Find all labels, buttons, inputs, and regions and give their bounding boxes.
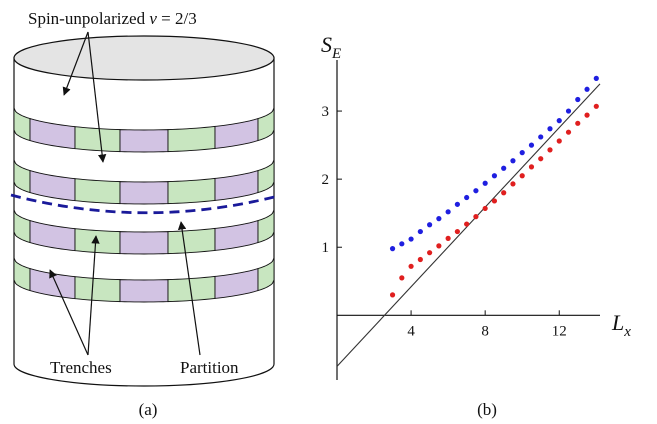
blue-data-point [483, 181, 488, 186]
blue-data-point [418, 229, 423, 234]
trench-segment [120, 182, 168, 204]
x-axis-label: Lx [611, 310, 631, 340]
red-data-point [427, 250, 432, 255]
y-axis-label: SE [321, 32, 341, 62]
blue-data-point [510, 158, 515, 163]
panel-a-label: (a) [139, 400, 158, 419]
red-data-point [557, 138, 562, 143]
x-tick-label: 12 [552, 323, 567, 339]
blue-data-point [584, 87, 589, 92]
red-data-point [446, 236, 451, 241]
blue-data-point [594, 76, 599, 81]
panel-a-cylinder-diagram: Spin-unpolarized ν = 2/3 Trenches Partit… [11, 9, 278, 419]
blue-data-point [473, 188, 478, 193]
blue-data-point [501, 166, 506, 171]
trench-segment [120, 130, 168, 152]
blue-data-point [464, 195, 469, 200]
trench-segment [168, 228, 215, 253]
trench-segment [75, 277, 120, 302]
red-data-point [566, 130, 571, 135]
red-data-point [594, 104, 599, 109]
red-data-point [408, 264, 413, 269]
blue-data-point [399, 241, 404, 246]
red-data-point [399, 275, 404, 280]
blue-data-point [566, 108, 571, 113]
red-data-point [584, 113, 589, 118]
red-data-point [520, 173, 525, 178]
y-tick-label: 3 [322, 104, 330, 120]
y-tick-label: 2 [322, 172, 330, 188]
red-data-point [418, 257, 423, 262]
red-data-point [483, 206, 488, 211]
x-tick-label: 8 [481, 323, 489, 339]
blue-data-point [390, 246, 395, 251]
red-data-point [455, 229, 460, 234]
blue-data-point [529, 143, 534, 148]
red-data-point [547, 147, 552, 152]
blue-data-point [446, 209, 451, 214]
red-data-point [575, 121, 580, 126]
red-data-point [510, 181, 515, 186]
red-data-point [464, 221, 469, 226]
panel-b-label: (b) [477, 400, 497, 419]
blue-data-point [547, 126, 552, 131]
trench-segment [168, 126, 215, 151]
red-data-point [492, 198, 497, 203]
trench-segment [168, 178, 215, 203]
red-data-point [436, 243, 441, 248]
blue-data-point [538, 134, 543, 139]
blue-data-point [436, 216, 441, 221]
blue-data-point [492, 173, 497, 178]
trench-segment [75, 127, 120, 152]
blue-data-point [575, 97, 580, 102]
spin-unpolarized-label: Spin-unpolarized ν = 2/3 [28, 9, 197, 28]
cylinder-top-cap [14, 36, 274, 80]
blue-data-point [520, 150, 525, 155]
red-data-point [473, 214, 478, 219]
trench-segment [120, 232, 168, 254]
cylinder-body [14, 58, 274, 386]
data-points [390, 76, 599, 298]
red-data-point [501, 190, 506, 195]
blue-data-point [557, 118, 562, 123]
y-tick-label: 1 [322, 240, 330, 256]
blue-data-point [408, 236, 413, 241]
red-data-point [390, 292, 395, 297]
trenches-label: Trenches [50, 358, 112, 377]
red-data-point [538, 156, 543, 161]
red-data-point [529, 164, 534, 169]
trench-segment [75, 179, 120, 204]
blue-data-point [427, 222, 432, 227]
x-tick-label: 4 [407, 323, 415, 339]
trench-segment [75, 229, 120, 254]
trench-segment [120, 280, 168, 302]
partition-label: Partition [180, 358, 239, 377]
blue-data-point [455, 202, 460, 207]
